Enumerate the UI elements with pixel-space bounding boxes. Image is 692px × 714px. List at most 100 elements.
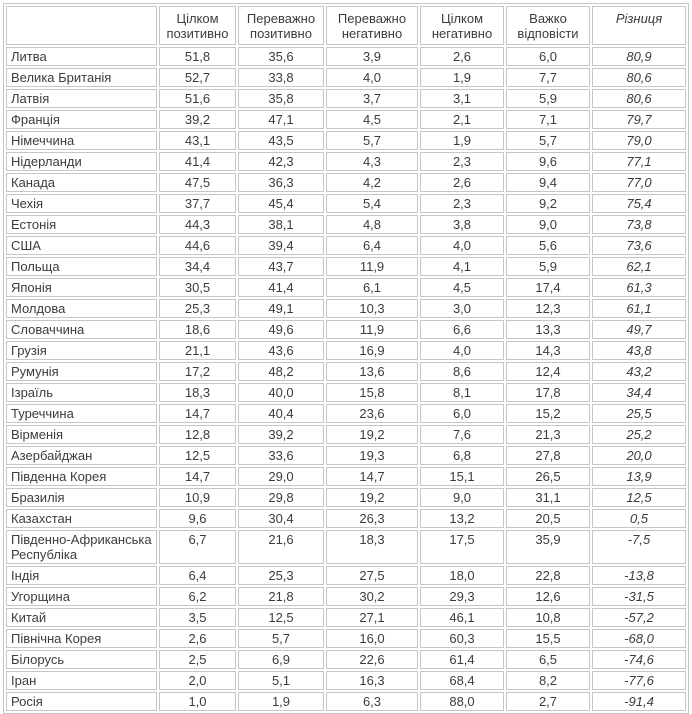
- value-cell: 2,1: [420, 110, 504, 129]
- country-cell: Угорщина: [6, 587, 157, 606]
- value-cell: 43,7: [238, 257, 324, 276]
- country-cell: США: [6, 236, 157, 255]
- value-cell: 3,1: [420, 89, 504, 108]
- value-cell: 3,9: [326, 47, 418, 66]
- value-cell: 61,4: [420, 650, 504, 669]
- country-cell: Ізраїль: [6, 383, 157, 402]
- country-cell: Південна Корея: [6, 467, 157, 486]
- table-row: Франція 39,2 47,1 4,5 2,1 7,1 79,7: [6, 110, 686, 129]
- value-cell: 8,2: [506, 671, 590, 690]
- value-cell: 6,4: [326, 236, 418, 255]
- difference-cell: -13,8: [592, 566, 686, 585]
- value-cell: 17,8: [506, 383, 590, 402]
- column-header-fully-negative: Цілком негативно: [420, 6, 504, 45]
- table-row: Ізраїль 18,3 40,0 15,8 8,1 17,8 34,4: [6, 383, 686, 402]
- column-header-hard-to-answer: Важко відповісти: [506, 6, 590, 45]
- value-cell: 9,0: [420, 488, 504, 507]
- value-cell: 40,4: [238, 404, 324, 423]
- results-table: Цілком позитивно Переважно позитивно Пер…: [3, 3, 689, 714]
- country-cell: Латвія: [6, 89, 157, 108]
- value-cell: 10,3: [326, 299, 418, 318]
- value-cell: 1,9: [238, 692, 324, 711]
- value-cell: 16,9: [326, 341, 418, 360]
- value-cell: 2,3: [420, 194, 504, 213]
- value-cell: 5,4: [326, 194, 418, 213]
- difference-cell: -91,4: [592, 692, 686, 711]
- difference-cell: -31,5: [592, 587, 686, 606]
- value-cell: 35,9: [506, 530, 590, 564]
- value-cell: 15,1: [420, 467, 504, 486]
- value-cell: 21,8: [238, 587, 324, 606]
- value-cell: 14,7: [159, 404, 236, 423]
- value-cell: 6,0: [506, 47, 590, 66]
- value-cell: 29,3: [420, 587, 504, 606]
- country-cell: Нідерланди: [6, 152, 157, 171]
- table-row: Південна Корея 14,7 29,0 14,7 15,1 26,5 13,9: [6, 467, 686, 486]
- difference-cell: 77,1: [592, 152, 686, 171]
- value-cell: 40,0: [238, 383, 324, 402]
- value-cell: 4,3: [326, 152, 418, 171]
- value-cell: 1,9: [420, 131, 504, 150]
- value-cell: 9,0: [506, 215, 590, 234]
- value-cell: 7,6: [420, 425, 504, 444]
- value-cell: 19,3: [326, 446, 418, 465]
- value-cell: 11,9: [326, 320, 418, 339]
- difference-cell: 80,6: [592, 89, 686, 108]
- difference-cell: 80,9: [592, 47, 686, 66]
- difference-cell: 79,0: [592, 131, 686, 150]
- value-cell: 39,4: [238, 236, 324, 255]
- table-row: Канада 47,5 36,3 4,2 2,6 9,4 77,0: [6, 173, 686, 192]
- table-row: Словаччина 18,6 49,6 11,9 6,6 13,3 49,7: [6, 320, 686, 339]
- value-cell: 14,7: [159, 467, 236, 486]
- value-cell: 5,7: [238, 629, 324, 648]
- table-row: Велика Британія 52,7 33,8 4,0 1,9 7,7 80,6: [6, 68, 686, 87]
- value-cell: 17,2: [159, 362, 236, 381]
- difference-cell: 80,6: [592, 68, 686, 87]
- value-cell: 17,4: [506, 278, 590, 297]
- value-cell: 27,8: [506, 446, 590, 465]
- value-cell: 27,5: [326, 566, 418, 585]
- value-cell: 2,7: [506, 692, 590, 711]
- value-cell: 18,3: [326, 530, 418, 564]
- value-cell: 13,2: [420, 509, 504, 528]
- value-cell: 26,5: [506, 467, 590, 486]
- country-cell: Північна Корея: [6, 629, 157, 648]
- value-cell: 42,3: [238, 152, 324, 171]
- country-cell: Румунія: [6, 362, 157, 381]
- column-header-mostly-positive: Переважно позитивно: [238, 6, 324, 45]
- difference-cell: 62,1: [592, 257, 686, 276]
- value-cell: 12,3: [506, 299, 590, 318]
- value-cell: 13,6: [326, 362, 418, 381]
- value-cell: 6,7: [159, 530, 236, 564]
- value-cell: 8,1: [420, 383, 504, 402]
- value-cell: 35,8: [238, 89, 324, 108]
- difference-cell: -77,6: [592, 671, 686, 690]
- country-cell: Іран: [6, 671, 157, 690]
- value-cell: 43,1: [159, 131, 236, 150]
- difference-cell: 77,0: [592, 173, 686, 192]
- value-cell: 33,8: [238, 68, 324, 87]
- table-row: Японія 30,5 41,4 6,1 4,5 17,4 61,3: [6, 278, 686, 297]
- country-cell: Росія: [6, 692, 157, 711]
- value-cell: 5,9: [506, 257, 590, 276]
- table-row: Німеччина 43,1 43,5 5,7 1,9 5,7 79,0: [6, 131, 686, 150]
- table-row: Китай 3,5 12,5 27,1 46,1 10,8 -57,2: [6, 608, 686, 627]
- table-row: Іран 2,0 5,1 16,3 68,4 8,2 -77,6: [6, 671, 686, 690]
- value-cell: 36,3: [238, 173, 324, 192]
- value-cell: 31,1: [506, 488, 590, 507]
- value-cell: 6,0: [420, 404, 504, 423]
- value-cell: 12,5: [159, 446, 236, 465]
- difference-cell: -68,0: [592, 629, 686, 648]
- value-cell: 4,2: [326, 173, 418, 192]
- value-cell: 5,9: [506, 89, 590, 108]
- country-cell: Молдова: [6, 299, 157, 318]
- table-row: Румунія 17,2 48,2 13,6 8,6 12,4 43,2: [6, 362, 686, 381]
- value-cell: 39,2: [238, 425, 324, 444]
- value-cell: 52,7: [159, 68, 236, 87]
- value-cell: 4,0: [326, 68, 418, 87]
- table-row: Південно-Африканська Республіка 6,7 21,6 18…: [6, 530, 686, 564]
- value-cell: 9,2: [506, 194, 590, 213]
- difference-cell: 20,0: [592, 446, 686, 465]
- value-cell: 4,5: [326, 110, 418, 129]
- value-cell: 6,9: [238, 650, 324, 669]
